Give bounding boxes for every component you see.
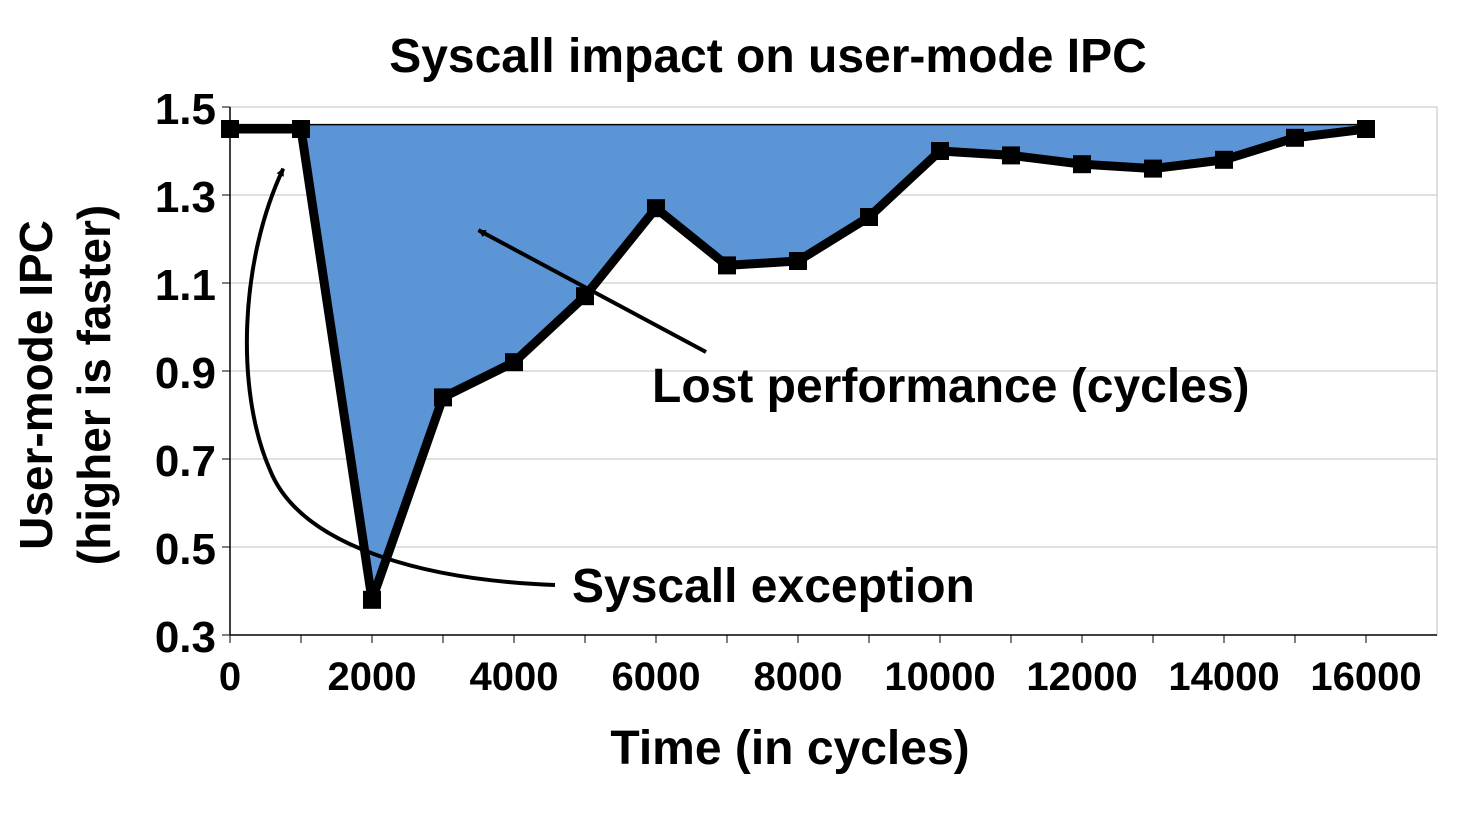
- x-tick-label: 12000: [1026, 655, 1137, 699]
- data-point: [1002, 146, 1020, 165]
- x-tick-label: 6000: [612, 655, 701, 699]
- data-point: [647, 199, 665, 218]
- y-tick-label: 0.3: [155, 613, 216, 662]
- data-point: [363, 590, 381, 609]
- y-axis-label-line-1: User-mode IPC: [10, 220, 62, 550]
- lost-performance-area: [230, 124, 1366, 600]
- x-tick-label: 2000: [328, 655, 417, 699]
- x-tick-label: 16000: [1310, 655, 1421, 699]
- data-point: [434, 388, 452, 407]
- area-layer: [230, 123, 1366, 600]
- x-axis-label: Time (in cycles): [610, 722, 969, 775]
- data-point: [1144, 159, 1162, 178]
- x-tick-label: 8000: [754, 655, 843, 699]
- data-point: [931, 142, 949, 160]
- axis-layer: [222, 106, 1437, 643]
- y-tick-label: 1.1: [155, 261, 216, 310]
- chart-title: Syscall impact on user-mode IPC: [389, 30, 1147, 83]
- data-point: [1073, 155, 1091, 174]
- y-tick-label: 1.3: [155, 173, 216, 222]
- data-point: [292, 120, 310, 138]
- y-tick-label: 0.5: [155, 525, 216, 574]
- x-tick-label: 14000: [1168, 655, 1279, 699]
- tick-labels: 0.3 0.5 0.7 0.9 1.1 1.3 1.5 0 2000 4000 6000 8000 10…: [155, 85, 1422, 699]
- y-tick-label: 1.5: [155, 85, 216, 134]
- lost-performance-label: Lost performance (cycles): [652, 360, 1250, 413]
- y-tick-label: 0.7: [155, 437, 216, 486]
- y-axis-label-line-2: (higher is faster): [68, 205, 120, 565]
- x-tick-label: 10000: [884, 655, 995, 699]
- syscall-exception-arrow: [244, 167, 556, 587]
- data-point: [1215, 150, 1233, 169]
- y-tick-label: 0.9: [155, 349, 216, 398]
- data-point: [1357, 120, 1375, 138]
- annotations: Lost performance (cycles) Syscall excepti…: [244, 167, 1250, 613]
- x-tick-label: 4000: [470, 655, 559, 699]
- data-point: [1286, 128, 1304, 147]
- syscall-exception-label: Syscall exception: [572, 560, 975, 613]
- x-tick-label: 0: [219, 655, 241, 699]
- data-point: [505, 353, 523, 372]
- lost-performance-arrow: [477, 228, 707, 354]
- data-point: [860, 208, 878, 226]
- data-point: [789, 252, 807, 270]
- data-point: [718, 256, 736, 275]
